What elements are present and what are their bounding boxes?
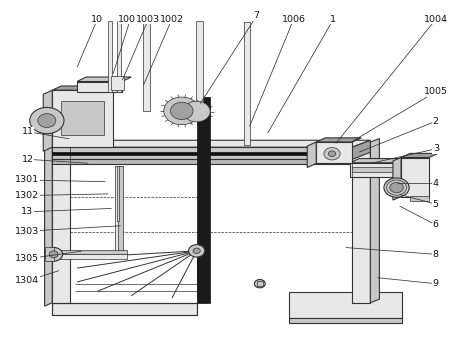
Circle shape — [193, 248, 200, 253]
Bar — [61, 100, 104, 135]
Polygon shape — [52, 303, 196, 315]
Text: 8: 8 — [433, 250, 439, 259]
Polygon shape — [316, 142, 352, 163]
Polygon shape — [316, 138, 361, 142]
Polygon shape — [52, 152, 352, 155]
Text: 1302: 1302 — [16, 191, 39, 200]
Text: 1004: 1004 — [424, 15, 448, 24]
Circle shape — [254, 279, 265, 288]
Circle shape — [45, 247, 63, 261]
Text: 4: 4 — [433, 179, 439, 188]
Polygon shape — [52, 86, 122, 90]
Text: 1002: 1002 — [160, 15, 184, 24]
Circle shape — [384, 178, 409, 197]
Text: 1: 1 — [330, 15, 337, 24]
Text: 1305: 1305 — [16, 254, 39, 263]
Polygon shape — [54, 254, 127, 259]
Polygon shape — [77, 81, 122, 92]
Text: 1003: 1003 — [136, 15, 160, 24]
Polygon shape — [196, 21, 203, 111]
Polygon shape — [393, 158, 401, 200]
Text: 12: 12 — [22, 155, 33, 164]
Polygon shape — [352, 167, 404, 172]
Polygon shape — [52, 140, 370, 147]
Text: 1001: 1001 — [118, 15, 142, 24]
Circle shape — [188, 245, 205, 257]
Polygon shape — [77, 77, 131, 81]
Circle shape — [30, 107, 64, 134]
Polygon shape — [407, 158, 415, 176]
Circle shape — [164, 97, 200, 125]
Polygon shape — [116, 166, 121, 253]
Polygon shape — [350, 163, 407, 176]
Text: 13: 13 — [22, 207, 33, 216]
Circle shape — [329, 151, 336, 157]
Polygon shape — [289, 292, 402, 318]
Polygon shape — [401, 153, 438, 158]
Circle shape — [324, 148, 340, 160]
Polygon shape — [289, 318, 402, 323]
Polygon shape — [244, 22, 251, 145]
Polygon shape — [54, 250, 127, 254]
Circle shape — [390, 183, 403, 193]
Polygon shape — [352, 142, 370, 303]
Polygon shape — [43, 90, 52, 151]
Polygon shape — [111, 76, 125, 90]
Text: 1301: 1301 — [16, 175, 39, 184]
Text: 7: 7 — [254, 11, 259, 20]
Polygon shape — [117, 166, 119, 221]
Polygon shape — [52, 90, 113, 147]
Text: 11: 11 — [22, 127, 33, 136]
Polygon shape — [52, 97, 70, 303]
Text: 5: 5 — [433, 200, 439, 209]
Text: 1005: 1005 — [424, 87, 448, 96]
Polygon shape — [401, 158, 429, 197]
Circle shape — [38, 114, 56, 127]
Text: 1006: 1006 — [282, 15, 306, 24]
Polygon shape — [52, 159, 352, 165]
Polygon shape — [45, 97, 52, 306]
Polygon shape — [117, 21, 121, 92]
Polygon shape — [118, 166, 123, 253]
Polygon shape — [350, 158, 415, 163]
Polygon shape — [410, 195, 429, 201]
Polygon shape — [352, 140, 370, 159]
Text: 3: 3 — [433, 144, 439, 153]
Text: 1304: 1304 — [16, 276, 39, 285]
Polygon shape — [307, 142, 316, 167]
Bar — [257, 281, 263, 286]
Polygon shape — [142, 21, 150, 111]
Text: 2: 2 — [433, 117, 439, 126]
Text: 10: 10 — [91, 15, 103, 24]
Circle shape — [183, 101, 210, 122]
Text: 1303: 1303 — [16, 227, 39, 236]
Circle shape — [171, 102, 193, 120]
Polygon shape — [52, 147, 352, 159]
Polygon shape — [370, 139, 379, 303]
Polygon shape — [108, 21, 112, 92]
Text: 6: 6 — [433, 220, 439, 229]
Polygon shape — [196, 97, 210, 303]
Polygon shape — [45, 247, 54, 261]
Circle shape — [49, 251, 58, 258]
Text: 9: 9 — [433, 279, 439, 288]
